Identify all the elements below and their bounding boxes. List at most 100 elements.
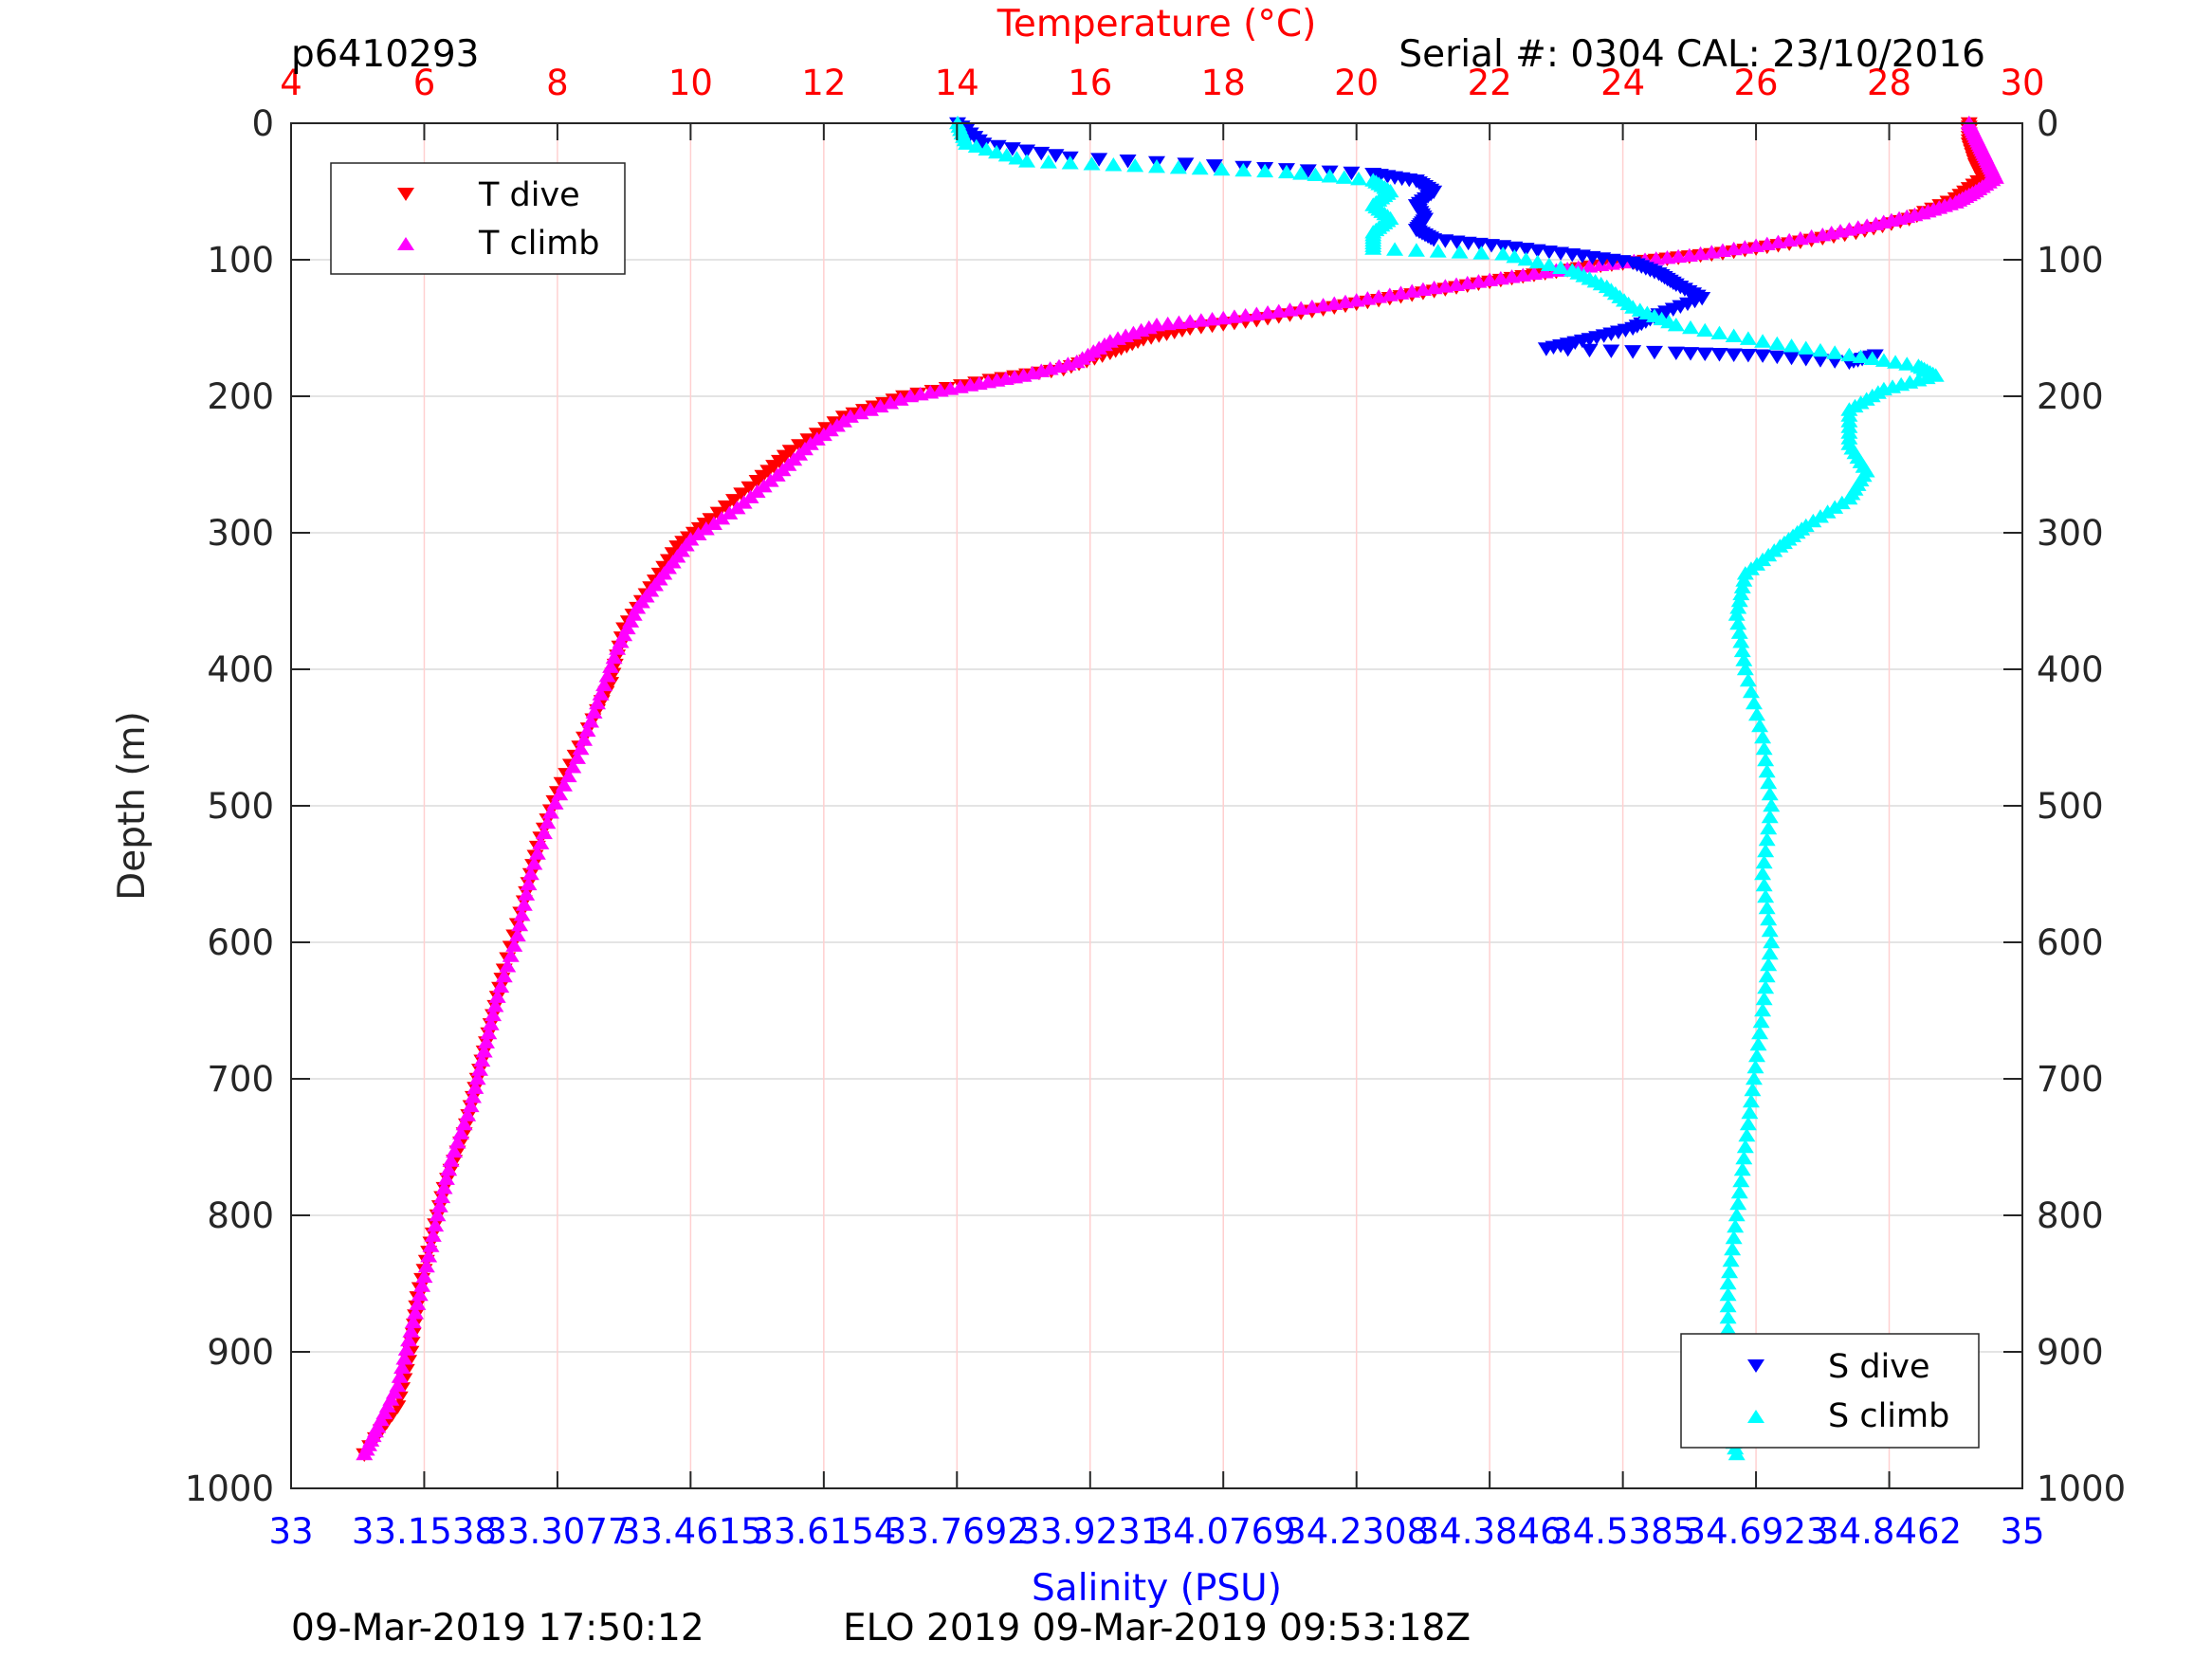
data-point	[1791, 230, 1809, 246]
data-point	[437, 1171, 455, 1185]
data-point	[592, 686, 610, 701]
data-point	[1757, 888, 1775, 903]
data-point	[951, 379, 969, 393]
data-point	[1760, 911, 1778, 926]
data-point	[1863, 351, 1881, 365]
data-point	[1491, 270, 1509, 285]
data-point	[1472, 246, 1490, 260]
data-point	[1781, 232, 1799, 247]
data-point	[1494, 246, 1512, 261]
data-point	[1729, 600, 1747, 614]
data-point	[508, 927, 526, 942]
data-point	[1763, 934, 1781, 949]
data-point	[402, 1323, 420, 1338]
data-point	[1758, 236, 1776, 250]
data-point	[1380, 287, 1398, 301]
temperature-tick-label: 10	[668, 63, 713, 103]
t-dive-legend-marker	[397, 188, 414, 201]
data-point	[1191, 160, 1209, 175]
salinity-legend: S dive S climb	[1680, 1333, 1980, 1449]
data-point	[455, 1116, 473, 1131]
data-point	[1757, 979, 1775, 994]
data-point	[1471, 237, 1489, 252]
data-point	[1769, 234, 1787, 249]
data-point	[988, 144, 1006, 159]
data-point	[1722, 1252, 1740, 1267]
data-point	[1667, 346, 1685, 361]
data-point	[1537, 342, 1555, 356]
data-point	[576, 732, 594, 746]
data-point	[1745, 1070, 1763, 1085]
data-point	[911, 386, 929, 401]
data-point	[978, 141, 996, 156]
data-point	[1670, 248, 1688, 264]
data-point	[499, 958, 517, 973]
data-point	[1751, 1025, 1769, 1040]
temperature-tick-label: 28	[1867, 63, 1911, 103]
data-point	[891, 392, 909, 406]
data-point	[525, 856, 543, 870]
data-point	[1761, 786, 1779, 801]
data-point	[1696, 347, 1714, 361]
data-point	[1874, 353, 1892, 367]
data-point	[1741, 1104, 1759, 1120]
data-point	[1559, 343, 1577, 357]
data-point	[1761, 809, 1779, 824]
data-point	[435, 1180, 453, 1194]
depth-tick-label-left: 500	[207, 786, 274, 827]
data-point	[1811, 342, 1829, 357]
data-point	[1733, 1161, 1751, 1176]
legend-box	[330, 162, 626, 275]
data-point	[1710, 348, 1728, 362]
data-point	[1797, 340, 1815, 355]
data-point	[520, 876, 538, 891]
data-point	[902, 388, 920, 403]
data-point	[1696, 322, 1714, 337]
data-point	[1752, 1013, 1770, 1029]
data-point	[882, 395, 900, 410]
data-point	[1514, 267, 1532, 282]
data-point	[417, 1258, 435, 1273]
data-point	[1033, 146, 1051, 161]
data-point	[1748, 706, 1766, 721]
data-point	[1647, 251, 1665, 265]
data-point	[1429, 244, 1447, 258]
data-point	[397, 1341, 415, 1356]
data-point	[448, 1135, 466, 1149]
data-point	[1277, 164, 1295, 179]
data-point	[728, 500, 746, 515]
data-point	[488, 989, 506, 1003]
data-point	[1536, 264, 1554, 279]
depth-tick-label-left: 300	[207, 513, 274, 554]
data-point	[1751, 718, 1769, 733]
data-point	[1481, 272, 1499, 286]
data-point	[427, 1217, 445, 1232]
data-point	[1470, 274, 1488, 288]
data-point	[1236, 307, 1254, 322]
legend-t-dive: T dive	[478, 176, 580, 214]
data-point	[1448, 235, 1466, 249]
data-point	[1755, 877, 1773, 892]
data-point	[511, 917, 529, 932]
data-point	[1205, 159, 1223, 173]
data-point	[989, 139, 1007, 155]
data-point	[391, 1369, 409, 1383]
depth-tick-label-left: 0	[251, 103, 274, 144]
salinity-tick-label: 35	[2000, 1511, 2044, 1552]
serial-calibration: Serial #: 0304 CAL: 23/10/2016	[1398, 33, 1985, 76]
data-point	[482, 1016, 500, 1030]
data-point	[1343, 166, 1361, 181]
data-point	[1747, 238, 1765, 252]
data-point	[1581, 259, 1599, 273]
data-point	[1811, 354, 1829, 368]
data-point	[1299, 164, 1317, 178]
data-point	[1213, 161, 1231, 176]
data-point	[1739, 331, 1757, 345]
data-point	[598, 668, 616, 683]
salinity-tick-label: 34.8462	[1817, 1511, 1962, 1552]
temperature-tick-label: 16	[1068, 63, 1112, 103]
temperature-tick-label: 18	[1201, 63, 1246, 103]
data-point	[1782, 351, 1801, 366]
data-point	[409, 1296, 427, 1310]
